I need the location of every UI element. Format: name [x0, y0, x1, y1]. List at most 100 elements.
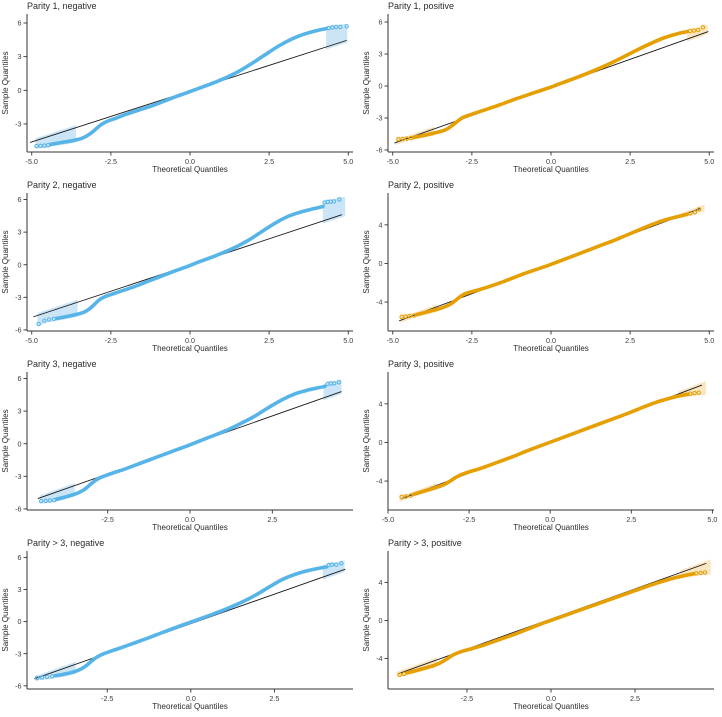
y-tick-label: 0 — [379, 616, 383, 625]
y-tick-label: -3 — [15, 120, 21, 129]
y-axis-title: Sample Quantiles — [1, 588, 10, 651]
tail-point — [47, 498, 53, 503]
tail-point — [52, 497, 57, 503]
y-axis-title: Sample Quantiles — [1, 230, 10, 293]
qq-plot-canvas: Sample Quantiles Theoretical Quantiles -… — [362, 551, 714, 711]
panel-title: Parity 2, negative — [27, 180, 97, 190]
x-axis-title: Theoretical Quantiles — [152, 344, 228, 353]
x-tick-label: 0.0 — [545, 515, 555, 524]
x-tick-label: 2.5 — [269, 694, 279, 703]
qq-points-curve — [411, 29, 689, 140]
y-tick-label: 3 — [18, 585, 22, 594]
x-axis-title: Theoretical Quantiles — [152, 165, 228, 174]
tail-point — [51, 316, 57, 322]
qq-panel-parity2-positive: Parity 2, positive Sample Quantiles Theo… — [361, 179, 722, 358]
qq-plot-canvas: Sample Quantiles Theoretical Quantiles -… — [362, 14, 714, 174]
y-tick-label: 0 — [379, 82, 383, 91]
y-tick-label: 6 — [379, 18, 383, 27]
panel-title: Parity 1, positive — [388, 1, 455, 11]
y-axis-title: Sample Quantiles — [1, 409, 10, 472]
qq-plot-canvas: Sample Quantiles Theoretical Quantiles -… — [1, 193, 353, 353]
x-axis-title: Theoretical Quantiles — [152, 523, 228, 532]
qq-plot-canvas: Sample Quantiles Theoretical Quantiles -… — [362, 372, 717, 532]
y-tick-label: -3 — [15, 649, 21, 658]
x-tick-label: 0.0 — [546, 336, 556, 345]
panel-title: Parity 3, negative — [27, 359, 97, 369]
tail-point — [696, 390, 701, 395]
x-tick-label: -5.0 — [382, 515, 394, 524]
tail-point — [39, 675, 45, 680]
tail-point — [338, 24, 343, 30]
x-tick-label: 0.0 — [185, 157, 195, 166]
tail-point — [408, 135, 414, 141]
y-tick-label: -6 — [15, 505, 21, 514]
qq-plot-canvas: Sample Quantiles Theoretical Quantiles -… — [1, 551, 353, 711]
x-tick-label: 0.0 — [186, 694, 196, 703]
qq-points-curve — [53, 565, 329, 678]
y-tick-label: -4 — [376, 654, 382, 663]
x-tick-label: 0.0 — [185, 515, 195, 524]
tail-point — [337, 197, 342, 202]
y-tick-label: 0 — [18, 617, 22, 626]
y-tick-label: 3 — [18, 52, 22, 61]
tail-point — [49, 674, 55, 679]
x-tick-label: -2.5 — [101, 694, 113, 703]
x-tick-label: 5.0 — [704, 336, 714, 345]
x-tick-label: 5.0 — [704, 157, 714, 166]
panel-title: Parity > 3, positive — [388, 538, 462, 548]
tail-point — [42, 318, 47, 323]
y-tick-label: 6 — [18, 195, 22, 204]
tail-point — [46, 142, 51, 148]
x-axis-title: Theoretical Quantiles — [152, 702, 228, 711]
tail-point — [329, 562, 335, 567]
x-tick-label: 2.5 — [630, 694, 640, 703]
tail-point — [695, 27, 701, 33]
qq-points-curve — [48, 26, 328, 147]
tail-point — [331, 199, 337, 204]
x-tick-label: -5.0 — [26, 157, 38, 166]
y-tick-label: -3 — [15, 293, 21, 302]
tail-point — [334, 24, 339, 30]
x-axis-title: Theoretical Quantiles — [513, 702, 589, 711]
tail-point — [38, 498, 44, 504]
qq-panel-parity1-positive: Parity 1, positive Sample Quantiles Theo… — [361, 0, 722, 179]
qq-points-curve — [55, 204, 325, 321]
x-tick-label: 5.0 — [343, 157, 353, 166]
confidence-band — [323, 379, 342, 401]
x-tick-label: 0.0 — [546, 694, 556, 703]
qq-panel-parity1-negative: Parity 1, negative Sample Quantiles Theo… — [0, 0, 361, 179]
x-tick-label: -2.5 — [466, 336, 478, 345]
x-tick-label: 2.5 — [626, 515, 636, 524]
y-tick-label: 0 — [18, 86, 22, 95]
tail-point — [332, 381, 337, 386]
y-axis-title: Sample Quantiles — [1, 51, 10, 114]
y-tick-label: -6 — [15, 326, 21, 335]
x-tick-label: 2.5 — [264, 157, 274, 166]
x-axis-title: Theoretical Quantiles — [513, 523, 589, 532]
x-tick-label: 2.5 — [625, 336, 635, 345]
x-tick-label: -5.0 — [26, 336, 38, 345]
y-tick-label: -3 — [15, 472, 21, 481]
confidence-band — [326, 23, 348, 50]
y-tick-label: -6 — [376, 146, 382, 155]
y-tick-label: 4 — [379, 578, 383, 587]
y-tick-label: 6 — [18, 553, 22, 562]
qq-points-curve — [412, 392, 690, 496]
qq-points-curve — [414, 212, 689, 317]
tail-point — [336, 380, 342, 385]
tail-point — [696, 207, 702, 212]
y-tick-label: 4 — [379, 399, 383, 408]
tail-point — [407, 313, 412, 319]
x-tick-label: 2.5 — [264, 336, 274, 345]
y-tick-label: 0 — [379, 438, 383, 447]
y-axis-title: Sample Quantiles — [362, 409, 371, 472]
panel-title: Parity > 3, negative — [27, 538, 105, 548]
tail-point — [344, 24, 349, 29]
x-tick-label: 2.5 — [267, 515, 277, 524]
tail-point — [702, 570, 708, 575]
x-tick-label: -5.0 — [387, 336, 399, 345]
tail-point — [692, 391, 697, 396]
tail-point — [688, 391, 693, 396]
x-axis-title: Theoretical Quantiles — [513, 165, 589, 174]
